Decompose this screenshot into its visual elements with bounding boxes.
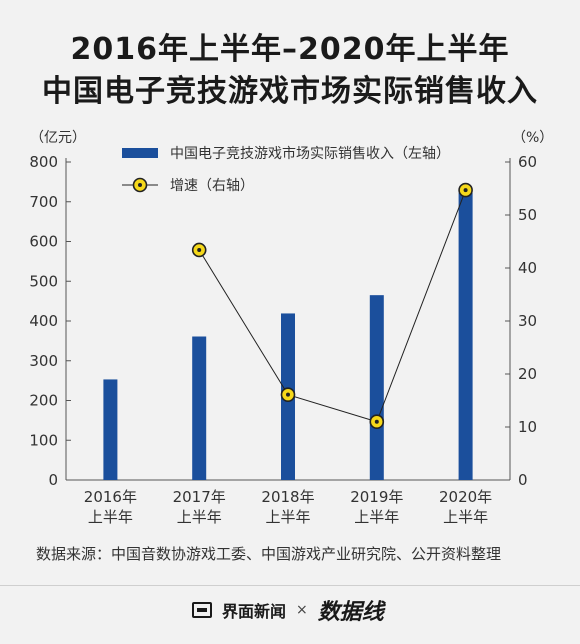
legend-bar-swatch (122, 148, 158, 158)
y-left-tick-label: 600 (29, 233, 58, 251)
x-tick-label: 2020年上半年 (439, 488, 492, 526)
y-left-tick-label: 200 (29, 392, 58, 410)
chart-title-line2: 中国电子竞技游戏市场实际销售收入 (42, 74, 538, 109)
y-right-tick-label: 50 (518, 206, 537, 224)
x-tick-label: 2019年上半年 (350, 488, 403, 526)
growth-line (198, 189, 467, 423)
brand-jiemian: 界面新闻 (222, 602, 287, 621)
y-left-tick-label: 800 (29, 153, 58, 171)
y-right-tick-label: 10 (518, 418, 537, 436)
legend-line-label: 增速（右轴） (170, 178, 254, 194)
y-left-tick-label: 400 (29, 312, 58, 330)
x-tick-label: 2016年上半年 (84, 488, 137, 526)
y-right-tick-label: 60 (518, 153, 537, 171)
legend-line-marker-center (138, 183, 142, 187)
bar (369, 295, 384, 480)
data-source: 数据来源：中国音数协游戏工委、中国游戏产业研究院、公开资料整理 (36, 545, 502, 563)
y-right-unit: （%） (512, 130, 553, 146)
chart: （亿元） （%） 0 100 200 300 400 500 600 700 800 0 10 20 30 4… (29, 130, 553, 526)
growth-point-center (374, 419, 379, 424)
bar (458, 192, 473, 481)
bar (192, 336, 207, 480)
x-tick-label: 2018年上半年 (261, 488, 314, 526)
growth-point-center (197, 247, 202, 252)
footer: 界面新闻 × 数据线 (0, 585, 580, 644)
y-right-tick-label: 0 (518, 471, 528, 489)
y-right-tick-label: 40 (518, 259, 537, 277)
y-left-tick-label: 0 (48, 471, 58, 489)
y-left-tick-label: 100 (29, 431, 58, 449)
brand-data-wise-logo: 数据线 (317, 600, 384, 625)
chart-title-line1: 2016年上半年–2020年上半年 (70, 32, 510, 67)
y-left-tick-label: 700 (29, 193, 58, 211)
y-left-unit: （亿元） (30, 130, 86, 146)
legend-bar-label: 中国电子竞技游戏市场实际销售收入（左轴） (170, 145, 450, 162)
growth-point-center (463, 188, 468, 193)
y-right-tick-label: 30 (518, 312, 537, 330)
y-left-tick-label: 500 (29, 272, 58, 290)
brand-logo-icon (192, 602, 212, 618)
y-left-tick-label: 300 (29, 352, 58, 370)
times-sign: × (296, 602, 308, 618)
x-tick-label: 2017年上半年 (173, 488, 226, 526)
y-right-tick-label: 20 (518, 365, 537, 383)
bar (103, 379, 118, 480)
growth-point-center (286, 392, 290, 397)
